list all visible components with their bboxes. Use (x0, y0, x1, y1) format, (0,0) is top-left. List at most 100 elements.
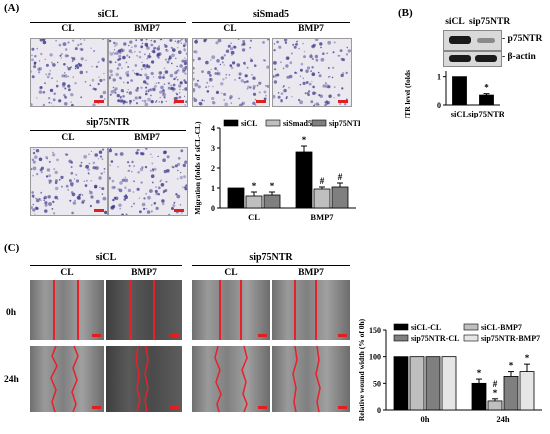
wound-image (106, 346, 182, 412)
wound-image (30, 346, 104, 412)
legend-label: siSmad5 (283, 119, 312, 128)
bar (519, 371, 535, 411)
band-label: - p75NTR (502, 34, 543, 44)
legend-swatch (393, 323, 409, 331)
column-label: BMP7 (131, 268, 157, 278)
wound-image (192, 280, 270, 340)
wound-edge-line (240, 280, 242, 340)
wound-edge-trace (214, 346, 248, 412)
y-tick-label: 4 (211, 124, 215, 133)
scale-bar (94, 100, 104, 103)
bar (441, 356, 457, 411)
row-label: 0h (6, 308, 17, 318)
column-label: CL (61, 24, 75, 34)
blot-band (449, 55, 471, 62)
panel-a-label: (A) (4, 2, 20, 14)
significance-mark: * (252, 181, 257, 191)
beta-actin-blot (443, 51, 502, 67)
y-tick-label: 100 (369, 353, 381, 362)
significance-mark: * (270, 181, 275, 191)
y-tick-label: 3 (211, 144, 215, 153)
column-label: BMP7 (298, 268, 324, 278)
p75ntr-level-bar-chart: 0 1 p75NTR level (folds of siCL) siCL sip75N… (403, 68, 504, 118)
legend-swatch (463, 334, 479, 342)
column-label: BMP7 (134, 24, 160, 34)
x-tick-label: sip75NTR (468, 109, 504, 118)
legend-label: sip75NTR-CL (411, 334, 459, 343)
column-label: CL (61, 133, 75, 143)
scale-bar (258, 406, 267, 409)
y-tick-label: 0 (437, 101, 441, 110)
bar (295, 151, 313, 209)
bar (479, 94, 494, 106)
wound-edge-line (219, 280, 221, 340)
transwell-image (30, 38, 108, 107)
group-underline (30, 22, 186, 23)
transwell-image (30, 147, 108, 216)
legend-label: siCL-CL (411, 323, 441, 332)
wound-edge-line (77, 280, 79, 340)
p75ntr-blot (443, 30, 502, 51)
group-underline (30, 130, 186, 131)
wound-edge-line (294, 280, 296, 340)
bar (313, 188, 331, 209)
legend-label: siCL (241, 119, 257, 128)
wound-edge-line (53, 280, 55, 340)
legend-swatch (311, 119, 327, 127)
wound-edge-line (315, 280, 317, 340)
panel-c-group-title: siCL (95, 252, 117, 263)
scale-bar (174, 100, 184, 103)
bar (471, 382, 487, 411)
wound-edge-trace (50, 346, 79, 412)
wound-image (192, 346, 270, 412)
scale-bar (94, 209, 104, 212)
y-axis-label: Migration (folds of siCL-CL) (193, 121, 202, 215)
y-axis-label: Relative wound width (% of 0h) (357, 318, 366, 421)
blot-band (475, 55, 497, 62)
significance-mark: * (525, 353, 530, 363)
wound-edge-trace (135, 346, 149, 412)
significance-mark: # (320, 176, 325, 186)
x-tick-label: 0h (421, 414, 430, 424)
transwell-image (192, 38, 270, 107)
blot-band (449, 36, 471, 44)
scale-bar (258, 334, 267, 337)
band-label: - β-actin (502, 52, 536, 62)
y-axis-label: p75NTR level (folds of siCL) (403, 68, 412, 118)
significance-mark: # (493, 379, 498, 389)
column-label: BMP7 (298, 24, 324, 34)
panel-c-group-title: sip75NTR (249, 252, 293, 263)
bar (487, 400, 503, 411)
wound-image (272, 280, 350, 340)
transwell-image (108, 38, 188, 107)
significance-mark: * (302, 135, 307, 145)
migration-bar-chart: 0 1 2 3 4 Migration (folds of siCL-CL) CL * * BMP… (193, 119, 360, 222)
panel-a-group-title: siCL (97, 9, 119, 20)
column-label: CL (223, 24, 237, 34)
row-label: 24h (4, 375, 19, 385)
transwell-image (272, 38, 352, 107)
bar (503, 376, 519, 411)
significance-mark: * (477, 368, 482, 378)
blot-column-label: siCL (445, 17, 465, 27)
bar (263, 194, 281, 209)
y-tick-label: 1 (211, 184, 215, 193)
blot-column-label: sip75NTR (469, 17, 511, 27)
bar (331, 186, 349, 209)
wound-image (106, 280, 182, 340)
legend-label: siCL-BMP7 (481, 323, 522, 332)
legend-label: sip75NTR-BMP7 (481, 334, 540, 343)
scale-bar (338, 334, 347, 337)
column-label: CL (60, 268, 74, 278)
y-tick-label: 2 (211, 164, 215, 173)
legend-swatch (265, 119, 281, 127)
significance-mark: # (338, 172, 343, 182)
group-underline (192, 22, 350, 23)
x-tick-label: 24h (496, 414, 510, 424)
scale-bar (174, 209, 184, 212)
y-tick-label: 150 (369, 326, 381, 335)
x-tick-label: siCL (451, 109, 469, 118)
scale-bar (170, 334, 179, 337)
panel-a-group-title: sip75NTR (86, 117, 130, 128)
panel-b-label: (B) (398, 7, 413, 19)
